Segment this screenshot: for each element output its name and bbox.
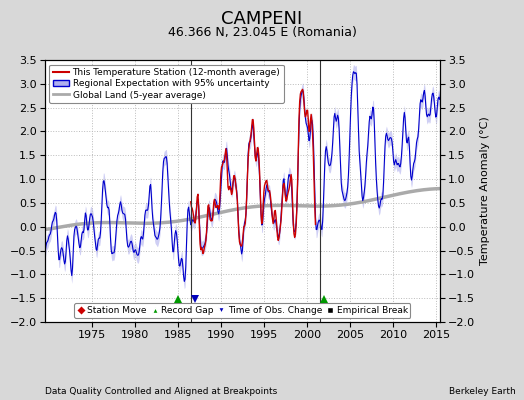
Legend: Station Move, Record Gap, Time of Obs. Change, Empirical Break: Station Move, Record Gap, Time of Obs. C…: [74, 303, 410, 318]
Text: Data Quality Controlled and Aligned at Breakpoints: Data Quality Controlled and Aligned at B…: [45, 387, 277, 396]
Y-axis label: Temperature Anomaly (°C): Temperature Anomaly (°C): [481, 117, 490, 265]
Text: 46.366 N, 23.045 E (Romania): 46.366 N, 23.045 E (Romania): [168, 26, 356, 39]
Text: CAMPENI: CAMPENI: [221, 10, 303, 28]
Text: Berkeley Earth: Berkeley Earth: [450, 387, 516, 396]
